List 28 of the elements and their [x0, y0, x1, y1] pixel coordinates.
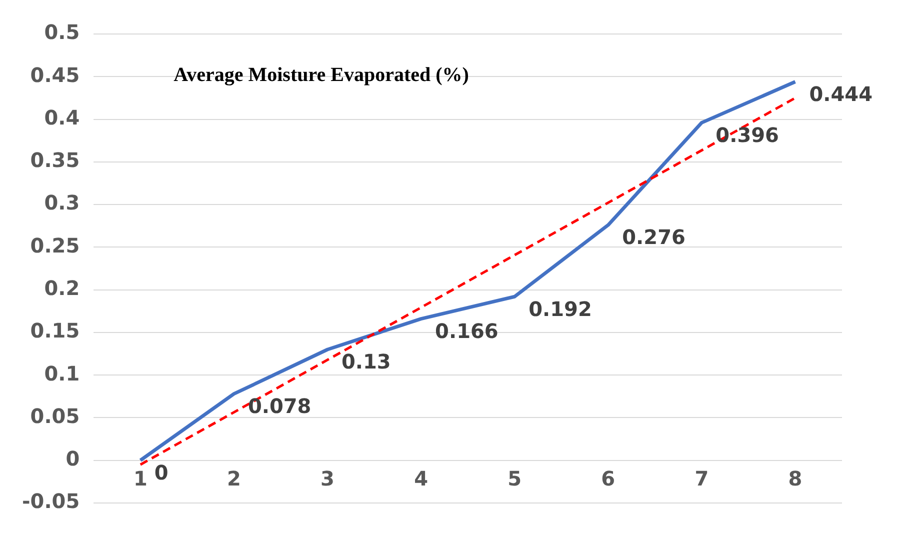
data-label: 0.078 [248, 394, 312, 418]
x-tick-label: 5 [508, 466, 522, 491]
x-tick-label: 4 [414, 466, 428, 491]
data-label: 0.13 [342, 350, 391, 374]
data-label: 0 [154, 460, 168, 485]
y-tick-label: 0.3 [44, 190, 80, 215]
data-label: 0.276 [622, 225, 686, 250]
y-tick-label: 0.25 [30, 233, 80, 258]
x-tick-label: 1 [133, 466, 148, 491]
x-tick-label: 6 [601, 466, 616, 491]
x-tick-label: 7 [694, 466, 709, 491]
y-tick-label: 0.2 [44, 276, 80, 300]
y-tick-label: 0.15 [30, 318, 80, 343]
data-label: 0.444 [809, 82, 872, 106]
y-tick-label: 0.35 [30, 148, 80, 172]
y-tick-label: 0 [66, 446, 80, 471]
x-tick-label: 2 [227, 466, 241, 491]
y-tick-label: 0.45 [30, 62, 80, 87]
y-tick-label: -0.05 [22, 489, 80, 514]
y-tick-label: 0.5 [44, 20, 80, 44]
y-tick-label: 0.4 [44, 105, 80, 130]
y-tick-label: 0.05 [30, 404, 80, 428]
y-tick-label: 0.1 [44, 361, 80, 386]
x-tick-label: 8 [788, 466, 802, 491]
data-label: 0.192 [528, 296, 592, 321]
data-label: 0.166 [435, 319, 498, 344]
x-tick-label: 3 [320, 466, 334, 491]
text: Average Moisture Evaporated (%) [174, 64, 469, 86]
